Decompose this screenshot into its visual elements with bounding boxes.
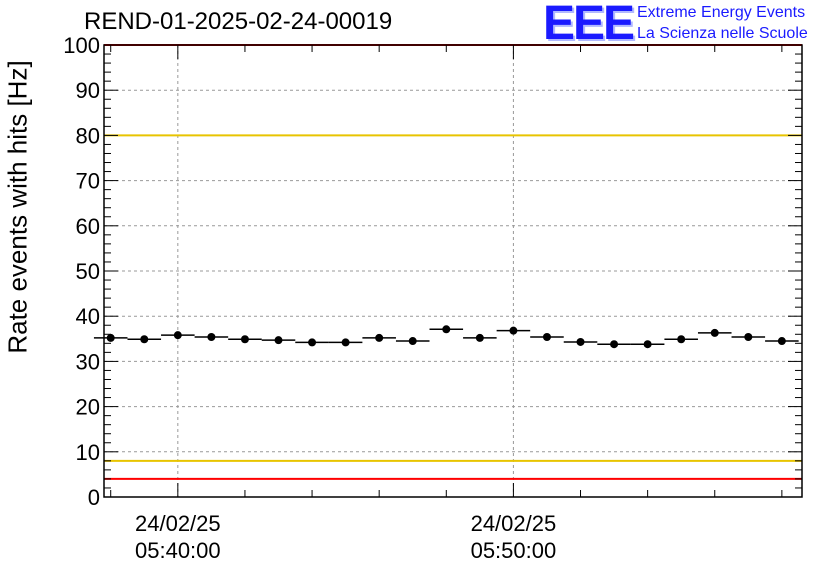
x-tick-time-label: 05:40:00 bbox=[135, 538, 221, 563]
x-tick-date-label: 24/02/25 bbox=[135, 511, 221, 536]
data-point-marker bbox=[643, 340, 652, 349]
data-point-marker bbox=[375, 333, 384, 342]
data-point bbox=[463, 333, 497, 342]
data-point-marker bbox=[240, 335, 249, 344]
logo-subtitle-line1: Extreme Energy Events bbox=[637, 4, 806, 21]
y-tick-label: 30 bbox=[76, 349, 100, 374]
data-point-marker bbox=[677, 335, 686, 344]
x-tick-time-label: 05:50:00 bbox=[471, 538, 557, 563]
data-point-marker bbox=[106, 333, 115, 342]
data-point-marker bbox=[442, 325, 451, 334]
data-point bbox=[630, 340, 665, 349]
data-point bbox=[664, 335, 698, 344]
data-point bbox=[261, 336, 296, 345]
data-point-marker bbox=[542, 332, 551, 341]
data-point bbox=[597, 340, 631, 349]
data-point bbox=[765, 337, 799, 346]
data-point-marker bbox=[777, 337, 786, 346]
data-point bbox=[328, 338, 363, 347]
data-point bbox=[93, 333, 128, 342]
data-point-marker bbox=[576, 337, 585, 346]
y-tick-label: 60 bbox=[76, 214, 100, 239]
data-point-marker bbox=[341, 338, 350, 347]
run-title: REND-01-2025-02-24-00019 bbox=[84, 8, 393, 35]
data-point bbox=[295, 338, 329, 347]
data-point bbox=[127, 335, 162, 344]
data-point bbox=[697, 328, 732, 337]
y-tick-label: 80 bbox=[76, 123, 100, 148]
data-point-marker bbox=[509, 326, 518, 335]
data-point bbox=[731, 332, 766, 341]
axis-ticks bbox=[104, 44, 802, 498]
data-point bbox=[496, 326, 531, 335]
data-points bbox=[93, 325, 799, 349]
y-tick-label: 40 bbox=[76, 304, 100, 329]
y-tick-label: 0 bbox=[88, 485, 100, 510]
logo-subtitle-line2: La Scienza nelle Scuole bbox=[637, 25, 808, 42]
x-tick-date-label: 24/02/25 bbox=[471, 511, 557, 536]
data-point bbox=[563, 337, 598, 346]
tick-labels: 010203040506070809010024/02/2505:40:0024… bbox=[63, 33, 556, 563]
data-point bbox=[429, 325, 464, 334]
data-point-marker bbox=[744, 332, 753, 341]
data-point-marker bbox=[173, 331, 182, 340]
reference-lines bbox=[104, 44, 802, 480]
data-point-marker bbox=[274, 336, 283, 345]
data-point bbox=[530, 332, 564, 341]
y-tick-label: 70 bbox=[76, 169, 100, 194]
data-point-marker bbox=[140, 335, 149, 344]
data-point-marker bbox=[710, 328, 719, 337]
data-point-marker bbox=[475, 333, 484, 342]
data-point-marker bbox=[408, 337, 417, 346]
data-point bbox=[228, 335, 262, 344]
data-point bbox=[194, 332, 229, 341]
y-tick-label: 100 bbox=[63, 33, 100, 58]
data-point-marker bbox=[610, 340, 619, 349]
data-point-marker bbox=[308, 338, 317, 347]
y-tick-label: 10 bbox=[76, 440, 100, 465]
data-point bbox=[362, 333, 396, 342]
y-tick-label: 20 bbox=[76, 395, 100, 420]
eee-logo: EEE bbox=[543, 0, 635, 50]
grid-layer bbox=[104, 45, 802, 497]
y-tick-label: 50 bbox=[76, 259, 100, 284]
data-point bbox=[161, 331, 195, 340]
data-point-marker bbox=[207, 332, 216, 341]
data-point bbox=[395, 337, 430, 346]
y-tick-label: 90 bbox=[76, 78, 100, 103]
